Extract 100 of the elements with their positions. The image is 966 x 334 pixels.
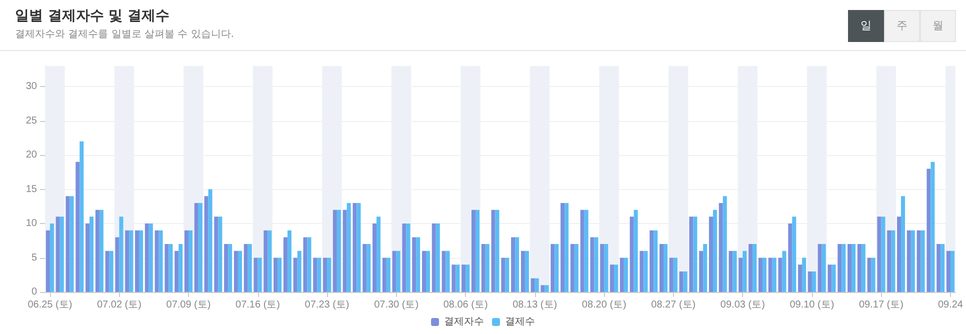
y-tick-label: 10	[26, 218, 38, 230]
bar	[891, 230, 896, 292]
bar	[936, 244, 941, 292]
bar	[50, 224, 54, 292]
bar	[238, 250, 242, 292]
bar	[56, 216, 60, 292]
bar	[125, 230, 130, 292]
bar	[76, 162, 80, 292]
bar	[416, 237, 420, 292]
bar	[174, 250, 179, 292]
bar	[46, 230, 50, 292]
bar	[802, 258, 806, 292]
bar	[386, 258, 390, 292]
x-tick-label: 08.27 (토)	[651, 300, 696, 310]
bar	[356, 202, 361, 292]
bar	[594, 237, 598, 292]
bar	[362, 244, 367, 292]
bar	[940, 244, 945, 292]
bar	[274, 258, 278, 292]
bar	[446, 250, 450, 292]
bar	[758, 258, 762, 292]
bar	[158, 230, 163, 292]
bar	[689, 216, 694, 292]
x-tick-label: 07.23 (토)	[304, 300, 350, 310]
bar	[544, 285, 549, 292]
bar	[881, 216, 886, 292]
bar	[772, 258, 776, 292]
bar	[208, 189, 212, 292]
bar	[887, 230, 892, 292]
bar	[129, 230, 134, 292]
bar	[946, 250, 950, 292]
bar	[564, 202, 569, 292]
bar	[738, 258, 743, 292]
bar	[584, 210, 588, 292]
bar	[168, 244, 173, 292]
bar	[184, 230, 188, 292]
bar	[664, 244, 668, 292]
bar	[228, 244, 232, 292]
bar	[650, 230, 654, 292]
bar	[669, 258, 674, 292]
bar	[198, 202, 202, 292]
bar	[906, 230, 911, 292]
bar	[485, 244, 490, 292]
bar	[570, 244, 574, 292]
bar	[148, 224, 153, 292]
bar	[550, 244, 555, 292]
bar	[673, 258, 678, 292]
bar	[475, 210, 480, 292]
bar	[70, 196, 74, 292]
bar	[718, 202, 723, 292]
bar	[901, 196, 906, 292]
y-tick-label: 25	[26, 115, 38, 126]
legend-label: 결제수	[505, 316, 535, 328]
bar	[495, 210, 500, 292]
bar	[115, 237, 120, 292]
bar	[842, 244, 846, 292]
bar	[466, 264, 470, 292]
bar	[258, 258, 262, 292]
bar	[456, 264, 460, 292]
bar	[848, 244, 852, 292]
bar	[530, 278, 535, 292]
bar	[352, 202, 357, 292]
bar	[392, 250, 396, 292]
bar	[287, 230, 292, 292]
bar	[471, 210, 476, 292]
bar	[722, 196, 727, 292]
bar	[683, 271, 688, 292]
bar	[119, 216, 124, 292]
bar	[828, 264, 832, 292]
bar	[560, 202, 565, 292]
bar	[832, 264, 836, 292]
bar	[660, 244, 664, 292]
y-tick-label: 5	[31, 252, 38, 264]
bar	[640, 250, 644, 292]
bar	[600, 244, 604, 292]
bar	[283, 237, 288, 292]
bar	[630, 216, 634, 292]
bar	[327, 258, 332, 292]
bar	[406, 224, 410, 292]
bar	[99, 210, 104, 292]
bar	[930, 162, 935, 292]
bar	[861, 244, 866, 292]
bar	[264, 230, 268, 292]
bar	[950, 250, 954, 292]
bar	[644, 250, 648, 292]
bar	[376, 216, 381, 292]
chart-title: 일별 결제자수 및 결제수	[15, 7, 170, 25]
y-tick-label: 20	[26, 150, 38, 161]
text: 주	[884, 10, 920, 42]
y-tick-label: 30	[26, 81, 38, 92]
bar	[95, 210, 100, 292]
bar	[396, 250, 400, 292]
bar	[154, 230, 159, 292]
bar	[135, 230, 140, 292]
bar	[366, 244, 371, 292]
bar	[86, 224, 90, 292]
bar	[867, 258, 872, 292]
bar	[580, 210, 584, 292]
bar	[307, 237, 312, 292]
text: 월	[920, 10, 956, 42]
